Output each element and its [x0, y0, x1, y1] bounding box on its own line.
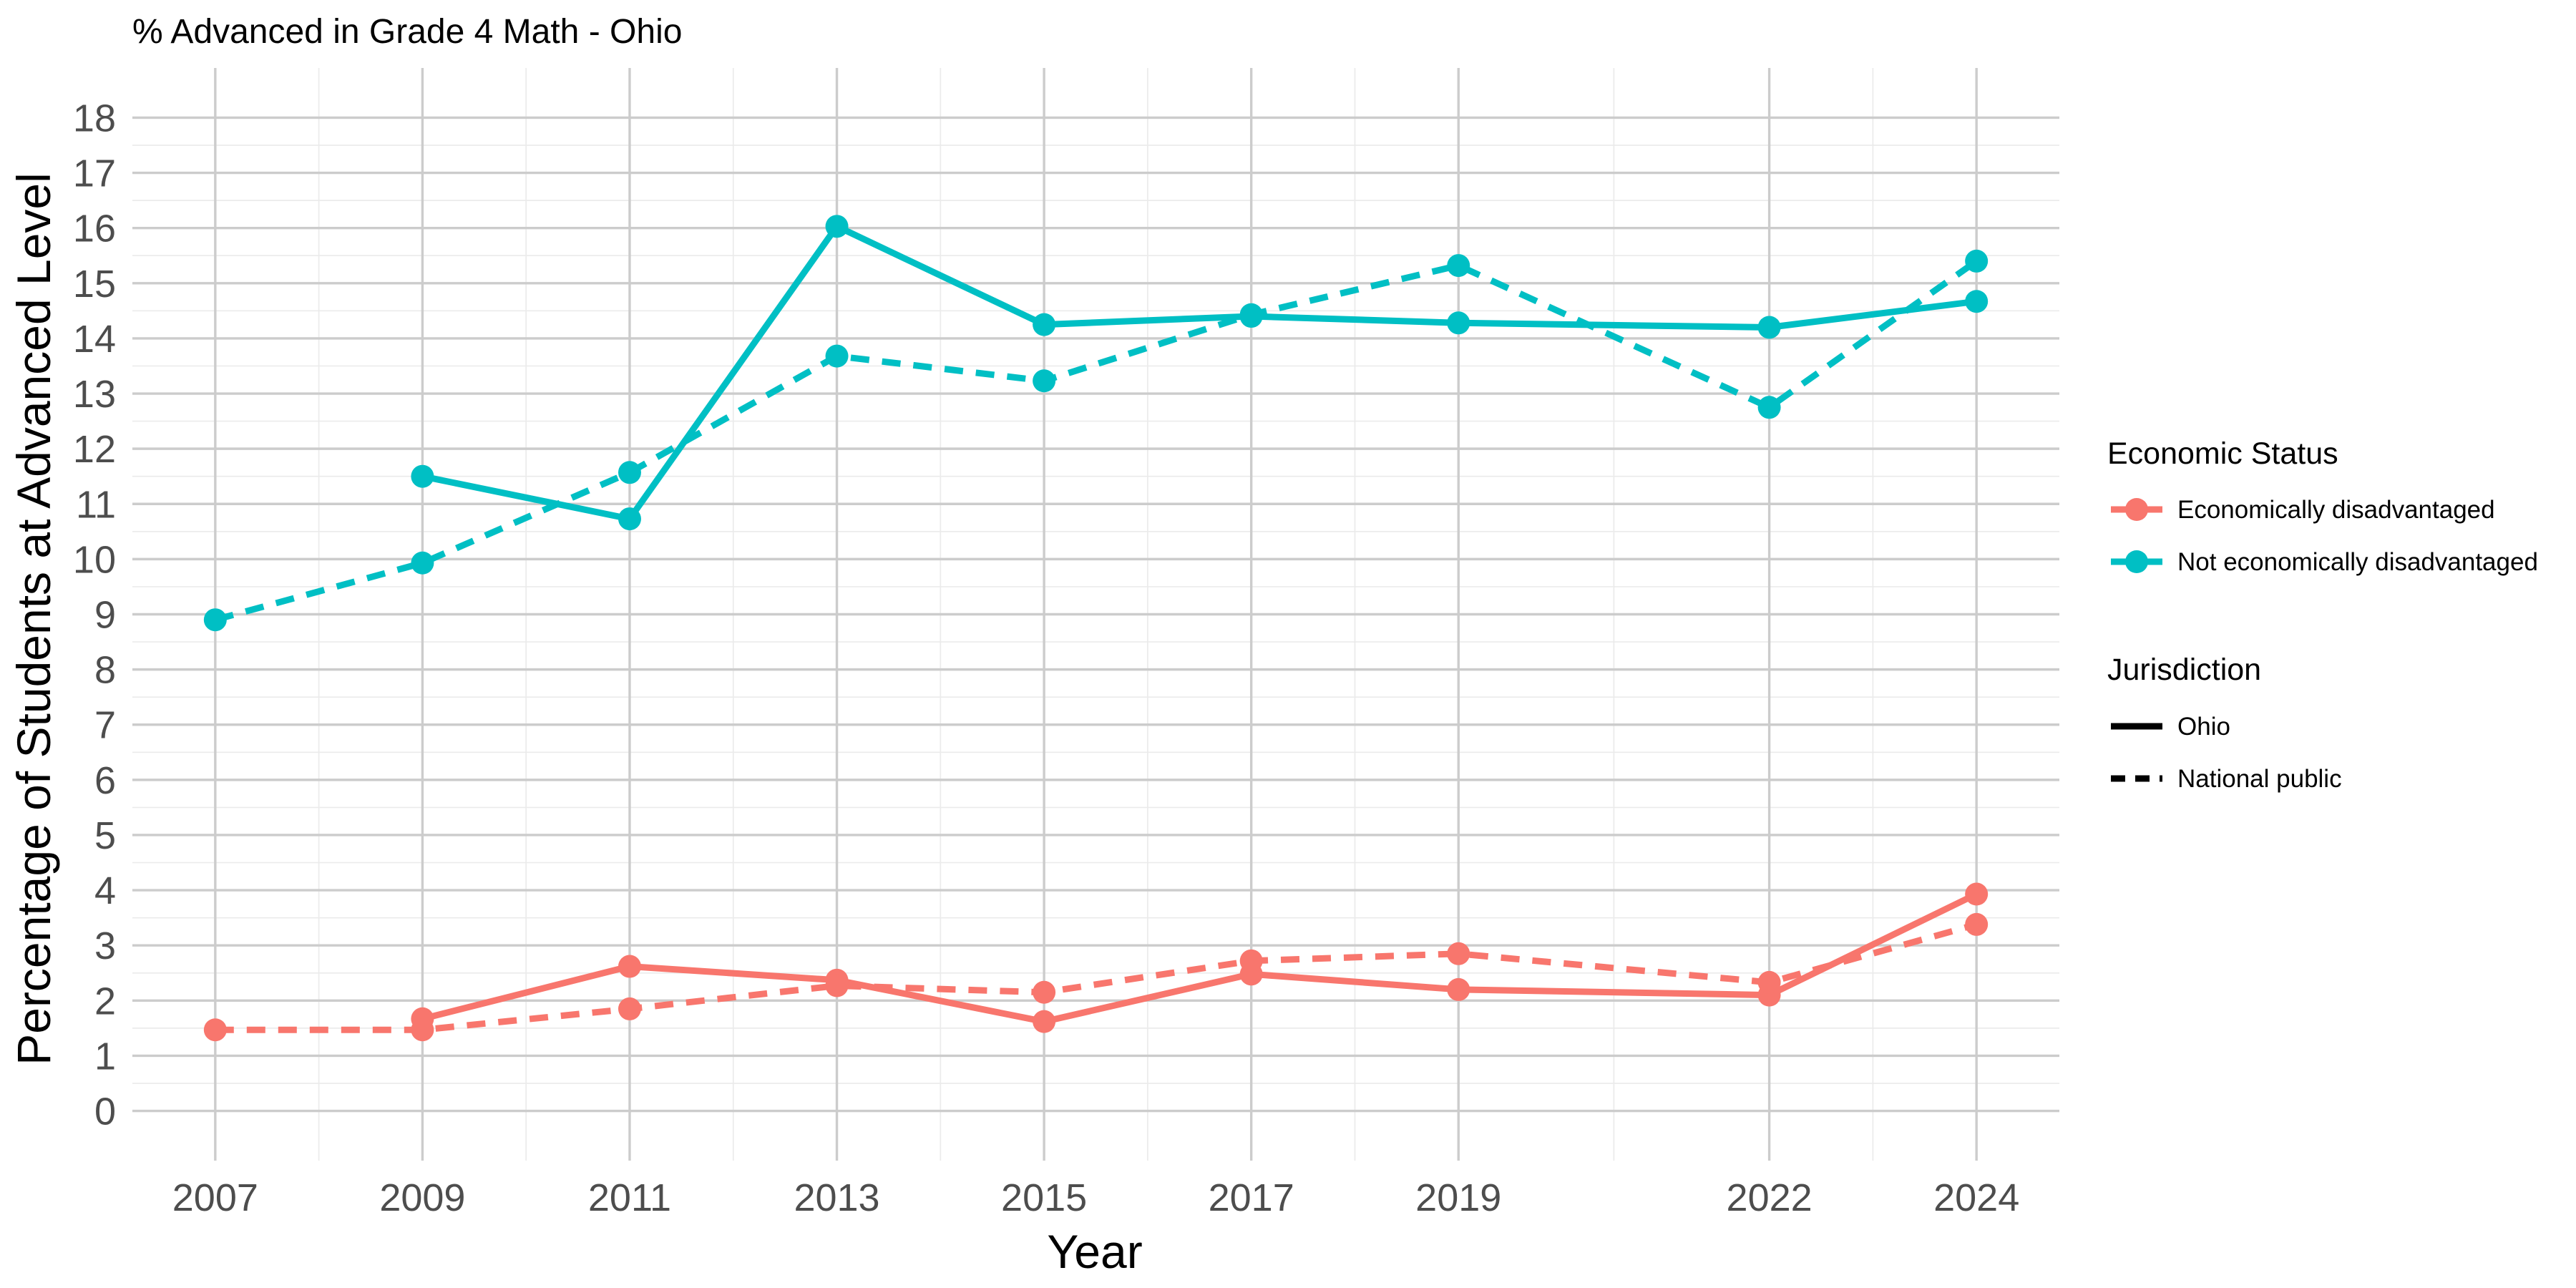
data-point: [203, 1018, 227, 1042]
x-tick-label: 2009: [379, 1176, 465, 1219]
legend-title-jurisdiction: Jurisdiction: [2107, 653, 2261, 687]
legend-title-economic-status: Economic Status: [2107, 436, 2338, 471]
series-lines: [214, 223, 1979, 1033]
series-line: [421, 223, 1977, 522]
legend-economic-status: Economic Status Economically disadvantag…: [2107, 436, 2538, 576]
data-point: [618, 997, 641, 1020]
y-tick-label: 10: [73, 538, 116, 581]
series-line: [215, 921, 1978, 1033]
data-point: [1239, 949, 1263, 972]
data-point: [1965, 912, 1989, 936]
data-point: [1757, 970, 1781, 994]
data-point: [1447, 254, 1470, 278]
series-line: [214, 258, 1979, 623]
data-point: [825, 974, 849, 997]
data-point: [1757, 396, 1781, 419]
y-tick-label: 15: [73, 263, 116, 306]
data-point: [618, 507, 641, 531]
y-tick-label: 8: [94, 649, 116, 692]
legend-key-point: [2125, 550, 2148, 573]
data-point: [1965, 290, 1989, 313]
data-point: [1033, 980, 1056, 1004]
data-point: [618, 955, 641, 978]
data-point: [1447, 977, 1470, 1001]
data-point: [1447, 311, 1470, 335]
y-tick-label: 4: [94, 869, 116, 912]
x-axis-tick-labels: 2007 2009 2011 2013 2015 2017 2019 2022 2024: [172, 1176, 2019, 1219]
y-tick-label: 3: [94, 924, 116, 967]
y-axis-title: Percentage of Students at Advanced Level: [7, 172, 60, 1065]
data-point: [1965, 882, 1989, 906]
chart-title: % Advanced in Grade 4 Math - Ohio: [132, 13, 682, 51]
y-tick-label: 0: [94, 1091, 116, 1133]
data-point: [1447, 942, 1470, 965]
x-tick-label: 2013: [794, 1176, 879, 1219]
y-tick-label: 13: [73, 373, 116, 416]
legend-label: National public: [2177, 765, 2342, 793]
legend-key-point: [2125, 498, 2148, 521]
data-point: [1965, 249, 1989, 273]
y-tick-label: 2: [94, 980, 116, 1023]
data-point: [411, 1018, 434, 1042]
data-point: [411, 464, 434, 488]
legend-label: Ohio: [2177, 713, 2230, 741]
legend-label: Not economically disadvantaged: [2177, 548, 2538, 576]
major-gridlines: [132, 68, 2059, 1161]
legend-jurisdiction: Jurisdiction Ohio National public: [2107, 653, 2342, 793]
series-line: [421, 891, 1979, 1025]
x-tick-label: 2015: [1001, 1176, 1087, 1219]
x-tick-label: 2017: [1209, 1176, 1294, 1219]
data-point: [1033, 1010, 1056, 1033]
data-point: [1033, 369, 1056, 393]
data-point: [1239, 303, 1263, 326]
y-tick-label: 5: [94, 814, 116, 857]
y-tick-label: 16: [73, 208, 116, 250]
data-point: [411, 551, 434, 575]
y-tick-label: 14: [73, 318, 116, 361]
x-tick-label: 2022: [1727, 1176, 1813, 1219]
y-tick-label: 17: [73, 152, 116, 195]
data-point: [1033, 313, 1056, 336]
y-tick-label: 12: [73, 428, 116, 471]
data-point: [825, 215, 849, 238]
x-tick-label: 2011: [588, 1176, 671, 1219]
y-tick-label: 1: [94, 1035, 116, 1078]
data-point: [825, 344, 849, 368]
x-axis-title: Year: [1047, 1225, 1142, 1278]
y-tick-label: 7: [94, 704, 116, 747]
y-tick-label: 11: [76, 483, 116, 526]
x-tick-label: 2019: [1415, 1176, 1501, 1219]
data-point: [1757, 316, 1781, 339]
y-tick-label: 6: [94, 759, 116, 802]
x-tick-label: 2024: [1933, 1176, 2019, 1219]
x-tick-label: 2007: [172, 1176, 258, 1219]
y-tick-label: 9: [94, 594, 116, 637]
data-point: [618, 461, 641, 484]
data-point: [203, 608, 227, 632]
series-points: [203, 215, 1989, 1042]
y-tick-label: 18: [73, 97, 116, 140]
legend-label: Economically disadvantaged: [2177, 496, 2495, 524]
